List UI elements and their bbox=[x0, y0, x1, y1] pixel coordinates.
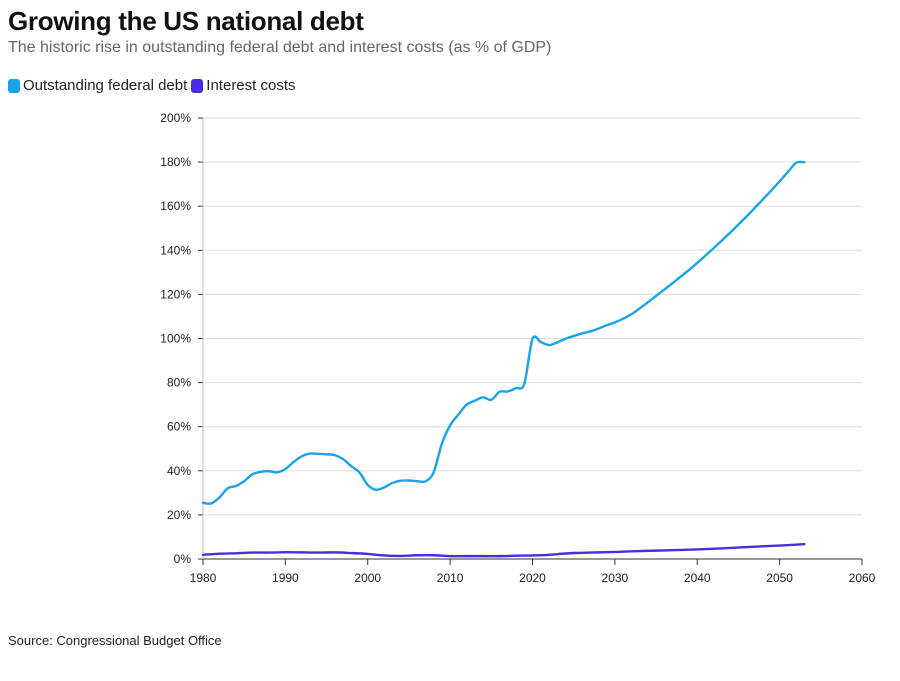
y-tick-label: 160% bbox=[160, 199, 191, 213]
legend-label-debt: Outstanding federal debt bbox=[23, 77, 188, 94]
legend-swatch-debt bbox=[8, 78, 20, 93]
legend: Outstanding federal debt Interest costs bbox=[8, 77, 300, 94]
tick-labels: 0% 20% 40% 60% 80% 100% 120% 140% 160% 180% 200% 19… bbox=[160, 111, 875, 585]
y-tick-label: 0% bbox=[174, 552, 192, 566]
y-tick-label: 180% bbox=[160, 155, 191, 169]
y-tick-label: 20% bbox=[167, 508, 191, 522]
chart-subtitle: The historic rise in outstanding federal… bbox=[8, 39, 552, 56]
legend-item-interest[interactable]: Interest costs bbox=[191, 77, 296, 94]
x-tick-label: 2010 bbox=[437, 571, 464, 585]
gridlines bbox=[203, 117, 862, 516]
x-tick-label: 1980 bbox=[190, 571, 217, 585]
series-lines bbox=[201, 160, 806, 558]
y-tick-label: 40% bbox=[167, 464, 191, 478]
x-tick-label: 2000 bbox=[354, 571, 381, 585]
x-tick-label: 2040 bbox=[684, 571, 711, 585]
x-tick-label: 2030 bbox=[602, 571, 629, 585]
x-tick-label: 2050 bbox=[766, 571, 793, 585]
y-tick-label: 140% bbox=[160, 243, 191, 257]
axes bbox=[198, 117, 863, 565]
chart-title: Growing the US national debt bbox=[8, 6, 364, 36]
series-line-interest[interactable] bbox=[201, 543, 806, 558]
legend-swatch-interest bbox=[191, 78, 204, 93]
y-tick-label: 100% bbox=[160, 332, 191, 346]
x-tick-label: 2060 bbox=[849, 571, 876, 585]
x-tick-label: 1990 bbox=[272, 571, 299, 585]
y-tick-label: 120% bbox=[160, 287, 191, 301]
y-tick-label: 80% bbox=[167, 376, 191, 390]
legend-label-interest: Interest costs bbox=[206, 77, 296, 94]
y-tick-label: 60% bbox=[167, 420, 191, 434]
x-tick-label: 2020 bbox=[519, 571, 546, 585]
source-note: Source: Congressional Budget Office bbox=[8, 633, 222, 648]
legend-item-debt[interactable]: Outstanding federal debt bbox=[8, 77, 187, 94]
y-tick-label: 200% bbox=[160, 111, 191, 125]
series-line-debt[interactable] bbox=[201, 160, 806, 505]
